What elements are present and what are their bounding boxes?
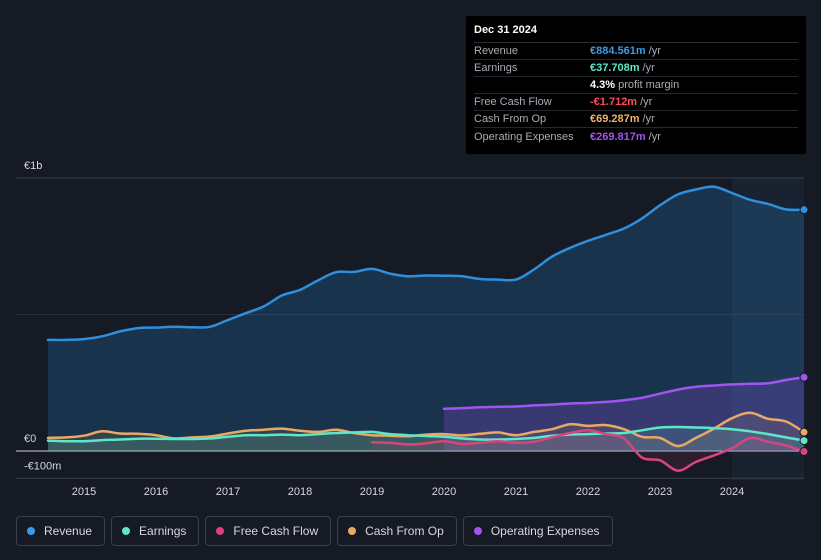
legend-dot-icon (216, 527, 225, 535)
tooltip-row: 4.3% profit margin (474, 77, 798, 94)
series-end-marker-operating-expenses (799, 372, 809, 382)
tooltip-value: €37.708m (590, 62, 640, 74)
tooltip-value: €884.561m (590, 45, 646, 57)
tooltip-unit: /yr (640, 96, 653, 108)
y-tick-label: €0 (24, 433, 36, 445)
series-area-revenue (48, 186, 804, 451)
legend-item-earnings[interactable]: Earnings (111, 516, 200, 546)
legend: Revenue Earnings Free Cash Flow Cash From O… (16, 516, 613, 546)
x-tick-label: 2021 (504, 486, 528, 498)
tooltip-unit: /yr (648, 45, 661, 57)
tooltip-unit: /yr (642, 62, 655, 74)
tooltip-row: Free Cash Flow -€1.712m/yr (474, 94, 798, 111)
tooltip-label: Revenue (474, 45, 519, 57)
legend-item-free-cash-flow[interactable]: Free Cash Flow (205, 516, 332, 546)
x-tick-label: 2016 (144, 486, 168, 498)
x-tick-label: 2018 (288, 486, 312, 498)
legend-item-operating-expenses[interactable]: Operating Expenses (462, 516, 613, 546)
tooltip-label: Free Cash Flow (474, 96, 552, 108)
legend-label: Revenue (44, 524, 93, 538)
legend-dot-icon (27, 527, 35, 535)
series-area-cash-from-op (48, 412, 804, 451)
tooltip-date: Dec 31 2024 (474, 24, 798, 43)
x-tick-label: 2015 (72, 486, 96, 498)
x-tick-label: 2023 (648, 486, 672, 498)
tooltip-unit: /yr (648, 130, 661, 143)
series-line-earnings (46, 425, 806, 443)
tooltip-value: 4.3% (590, 79, 616, 91)
tooltip-row: Revenue €884.561m/yr (474, 43, 798, 60)
tooltip-unit: profit margin (618, 79, 680, 91)
series-line-revenue (46, 185, 806, 342)
legend-item-revenue[interactable]: Revenue (16, 516, 106, 546)
y-tick-label: €1b (24, 160, 42, 172)
tooltip-value: €69.287m (590, 113, 640, 125)
legend-label: Cash From Op (365, 524, 444, 538)
tooltip-panel: Dec 31 2024 Revenue €884.561m/yr Earnings €… (466, 16, 806, 154)
x-tick-label: 2019 (360, 486, 384, 498)
tooltip-row: Cash From Op €69.287m/yr (474, 111, 798, 128)
tooltip-value: -€1.712m (590, 96, 638, 108)
x-tick-label: 2020 (432, 486, 456, 498)
legend-dot-icon (122, 527, 131, 535)
legend-item-cash-from-op[interactable]: Cash From Op (337, 516, 457, 546)
tooltip-label: Earnings (474, 62, 518, 74)
legend-dot-icon (473, 527, 482, 535)
x-tick-label: 2017 (216, 486, 240, 498)
tooltip-row: Earnings €37.708m/yr (474, 60, 798, 77)
x-tick-label: 2024 (720, 486, 744, 498)
legend-label: Earnings (139, 524, 187, 538)
tooltip-row: Operating Expenses €269.817m/yr (474, 128, 798, 145)
series-end-marker-earnings (799, 436, 809, 446)
tooltip-label: Cash From Op (474, 113, 547, 125)
legend-dot-icon (348, 527, 357, 535)
legend-label: Free Cash Flow (233, 524, 319, 538)
series-end-marker-revenue (799, 205, 809, 215)
x-tick-label: 2022 (576, 486, 600, 498)
legend-label: Operating Expenses (490, 524, 600, 538)
tooltip-unit: /yr (642, 113, 655, 125)
y-tick-label: -€100m (24, 460, 61, 472)
series-line-operating-expenses (442, 376, 806, 410)
series-end-marker-cash-from-op (799, 427, 809, 437)
tooltip-label: Operating Expenses (474, 130, 574, 143)
series-end-marker-free-cash-flow (799, 447, 809, 457)
series-area-earnings (48, 427, 804, 451)
series-line-free-cash-flow (370, 429, 806, 472)
tooltip-value: €269.817m (590, 130, 646, 143)
